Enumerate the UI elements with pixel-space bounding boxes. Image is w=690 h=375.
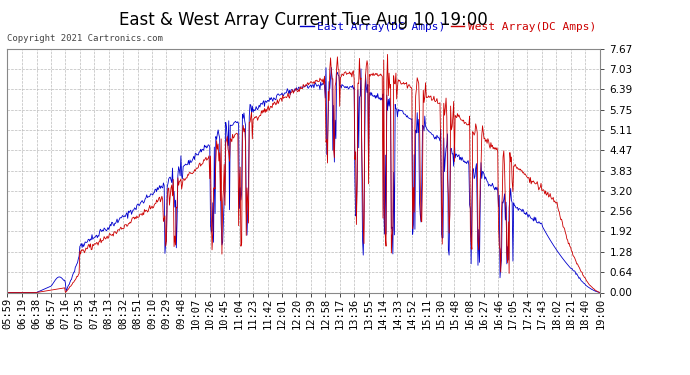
Line: East Array(DC Amps): East Array(DC Amps) bbox=[7, 68, 600, 292]
West Array(DC Amps) bbox=[596, 290, 604, 295]
West Array(DC Amps) bbox=[200, 158, 208, 163]
Text: Copyright 2021 Cartronics.com: Copyright 2021 Cartronics.com bbox=[7, 34, 163, 43]
East Array(DC Amps) bbox=[280, 92, 288, 96]
West Array(DC Amps) bbox=[90, 243, 98, 248]
East Array(DC Amps) bbox=[200, 143, 208, 147]
East Array(DC Amps) bbox=[3, 290, 11, 295]
East Array(DC Amps) bbox=[402, 115, 411, 119]
Text: East & West Array Current Tue Aug 10 19:00: East & West Array Current Tue Aug 10 19:… bbox=[119, 11, 488, 29]
West Array(DC Amps) bbox=[3, 290, 11, 295]
West Array(DC Amps) bbox=[524, 175, 533, 180]
Line: West Array(DC Amps): West Array(DC Amps) bbox=[7, 54, 600, 292]
West Array(DC Amps) bbox=[280, 95, 288, 100]
East Array(DC Amps) bbox=[596, 290, 604, 295]
East Array(DC Amps) bbox=[251, 108, 259, 112]
East Array(DC Amps) bbox=[524, 212, 533, 217]
West Array(DC Amps) bbox=[251, 116, 259, 120]
East Array(DC Amps) bbox=[327, 65, 335, 70]
West Array(DC Amps) bbox=[402, 80, 411, 85]
Legend: East Array(DC Amps), West Array(DC Amps): East Array(DC Amps), West Array(DC Amps) bbox=[296, 17, 600, 36]
East Array(DC Amps) bbox=[90, 236, 98, 240]
West Array(DC Amps) bbox=[384, 52, 392, 57]
